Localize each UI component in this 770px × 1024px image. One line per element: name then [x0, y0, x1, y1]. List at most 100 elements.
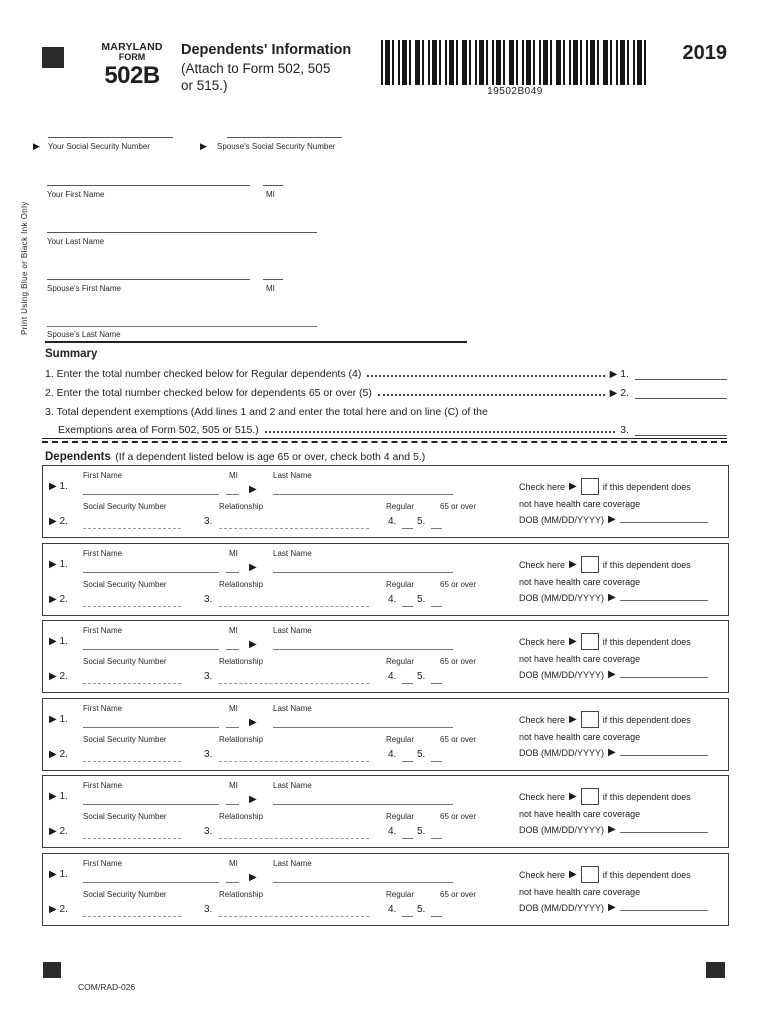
arrow-right-icon [608, 592, 616, 603]
dob-input-line[interactable] [619, 755, 708, 756]
arrow-right-icon [49, 869, 57, 880]
item-4-number: 4. [388, 594, 397, 605]
dob-input-line[interactable] [619, 910, 708, 911]
relationship-input-line[interactable] [219, 838, 369, 839]
dob-input-line[interactable] [619, 677, 708, 678]
summary-bottom-rule [42, 438, 727, 443]
mi-input-line[interactable] [226, 804, 239, 805]
mi-input-line[interactable] [226, 882, 239, 883]
first-name-input-line[interactable] [83, 649, 219, 650]
no-coverage-checkbox[interactable] [580, 556, 599, 573]
item-1-number: 1. [49, 559, 67, 570]
relationship-input-line[interactable] [219, 606, 369, 607]
first-name-label: First Name [83, 704, 123, 713]
your-ssn-input-line[interactable] [48, 137, 173, 138]
ssn-input-line[interactable] [83, 916, 181, 917]
ssn-input-line[interactable] [83, 761, 181, 762]
last-name-input-line[interactable] [273, 727, 453, 728]
item-5-number: 5. [417, 826, 426, 837]
regular-check-line[interactable] [402, 761, 413, 762]
item-3-number: 3. [204, 516, 213, 527]
ssn-input-line[interactable] [83, 606, 181, 607]
summary-row-3-text: 3. Total dependent exemptions (Add lines… [45, 406, 488, 418]
coverage-check-row: Check here if this dependent does [519, 478, 691, 495]
first-name-input-line[interactable] [83, 727, 219, 728]
no-coverage-checkbox[interactable] [580, 711, 599, 728]
65-or-over-check-line[interactable] [431, 838, 442, 839]
last-name-input-line[interactable] [273, 572, 453, 573]
arrow-right-icon [49, 791, 57, 802]
mi-input-line[interactable] [226, 727, 239, 728]
ssn-input-line[interactable] [83, 528, 181, 529]
summary-line-3-input[interactable] [635, 435, 727, 436]
dob-row: DOB (MM/DD/YYYY) [519, 824, 708, 835]
no-coverage-checkbox[interactable] [580, 478, 599, 495]
regular-check-line[interactable] [402, 838, 413, 839]
regular-label: Regular [386, 812, 415, 821]
item-2-number: 2. [49, 826, 67, 837]
relationship-input-line[interactable] [219, 761, 369, 762]
summary-line-1-input[interactable] [635, 379, 727, 380]
coverage-text2-label: not have health care coverage [519, 887, 641, 897]
last-name-input-line[interactable] [273, 494, 453, 495]
dependent-block-5: 1. First Name MI Last Name Social Securi… [42, 775, 729, 848]
last-name-input-line[interactable] [273, 804, 453, 805]
ssn-label: Social Security Number [83, 580, 167, 589]
item-4-number: 4. [388, 516, 397, 527]
dot-leader [377, 394, 605, 396]
mi-input-line[interactable] [226, 494, 239, 495]
spouse-ssn-input-line[interactable] [227, 137, 342, 138]
your-mi-input-line[interactable] [263, 185, 283, 186]
dob-row: DOB (MM/DD/YYYY) [519, 514, 708, 525]
spouse-last-name-label: Spouse's Last Name [47, 330, 121, 339]
your-last-name-input-line[interactable] [47, 232, 317, 233]
dob-label: DOB (MM/DD/YYYY) [519, 902, 605, 913]
relationship-input-line[interactable] [219, 916, 369, 917]
first-name-input-line[interactable] [83, 882, 219, 883]
coverage-check-row: Check here if this dependent does [519, 866, 691, 883]
first-name-input-line[interactable] [83, 494, 219, 495]
item-5-number: 5. [417, 594, 426, 605]
regular-check-line[interactable] [402, 916, 413, 917]
dob-input-line[interactable] [619, 832, 708, 833]
summary-line-2-input[interactable] [635, 398, 727, 399]
your-first-name-input-line[interactable] [47, 185, 250, 186]
your-first-name-label: Your First Name [47, 190, 105, 199]
coverage-text2-label: not have health care coverage [519, 732, 641, 742]
spouse-first-name-input-line[interactable] [47, 279, 250, 280]
65-or-over-check-line[interactable] [431, 683, 442, 684]
spouse-mi-input-line[interactable] [263, 279, 283, 280]
ssn-input-line[interactable] [83, 838, 181, 839]
regular-check-line[interactable] [402, 528, 413, 529]
dob-input-line[interactable] [619, 600, 708, 601]
regular-label: Regular [386, 657, 415, 666]
no-coverage-checkbox[interactable] [580, 788, 599, 805]
first-name-input-line[interactable] [83, 804, 219, 805]
form-revision-code: COM/RAD-026 [78, 982, 136, 992]
relationship-input-line[interactable] [219, 683, 369, 684]
regular-check-line[interactable] [402, 606, 413, 607]
mi-input-line[interactable] [226, 649, 239, 650]
first-name-input-line[interactable] [83, 572, 219, 573]
65-or-over-check-line[interactable] [431, 606, 442, 607]
regular-check-line[interactable] [402, 683, 413, 684]
coverage-text-label: if this dependent does [602, 791, 691, 802]
coverage-text-label: if this dependent does [602, 636, 691, 647]
65-or-over-check-line[interactable] [431, 761, 442, 762]
no-coverage-checkbox[interactable] [580, 866, 599, 883]
65-or-over-check-line[interactable] [431, 916, 442, 917]
relationship-input-line[interactable] [219, 528, 369, 529]
last-name-input-line[interactable] [273, 882, 453, 883]
coverage-check-row: Check here if this dependent does [519, 556, 691, 573]
dependent-block-3: 1. First Name MI Last Name Social Securi… [42, 620, 729, 693]
65-or-over-label: 65 or over [440, 735, 477, 744]
spouse-last-name-input-line[interactable] [47, 326, 317, 327]
65-or-over-check-line[interactable] [431, 528, 442, 529]
no-coverage-checkbox[interactable] [580, 633, 599, 650]
mi-input-line[interactable] [226, 572, 239, 573]
last-name-input-line[interactable] [273, 649, 453, 650]
dob-input-line[interactable] [619, 522, 708, 523]
check-here-label: Check here [519, 636, 566, 647]
ssn-input-line[interactable] [83, 683, 181, 684]
